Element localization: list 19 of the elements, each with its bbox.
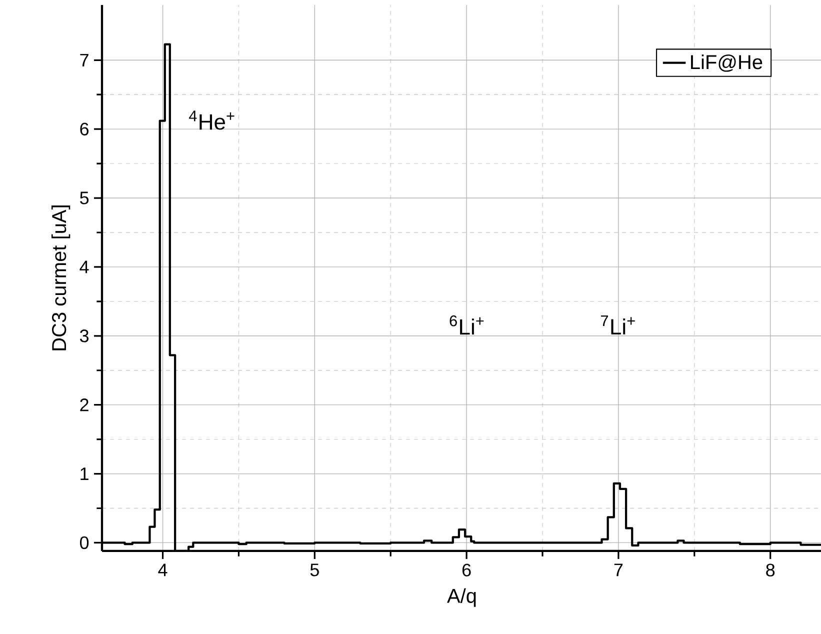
y-tick-label: 2	[80, 398, 88, 412]
x-tick-label: 6	[462, 564, 471, 576]
x-tick-label: 7	[614, 564, 623, 576]
x-tick-label: 8	[766, 564, 775, 576]
annotation: $^{7}$Li$^{+}$	[601, 315, 635, 334]
annotation: $^{4}$He$^{+}$	[189, 110, 234, 130]
x-tick-label: 5	[310, 564, 319, 576]
y-tick-label: 0	[80, 536, 89, 550]
x-axis-title: A/q	[447, 588, 476, 607]
y-axis-title: DC3 curmet [uA]	[51, 206, 70, 350]
legend-label: LiF@He	[691, 54, 762, 72]
y-tick-label: 7	[80, 54, 88, 66]
y-tick-label: 3	[80, 330, 89, 342]
y-tick-label: 6	[80, 122, 89, 136]
annotation: $^{6}$Li$^{+}$	[450, 315, 484, 334]
y-tick-label: 5	[80, 192, 89, 204]
y-tick-label: 4	[80, 260, 89, 274]
y-tick-label: 1	[80, 468, 88, 480]
x-tick-label: 4	[158, 564, 168, 576]
